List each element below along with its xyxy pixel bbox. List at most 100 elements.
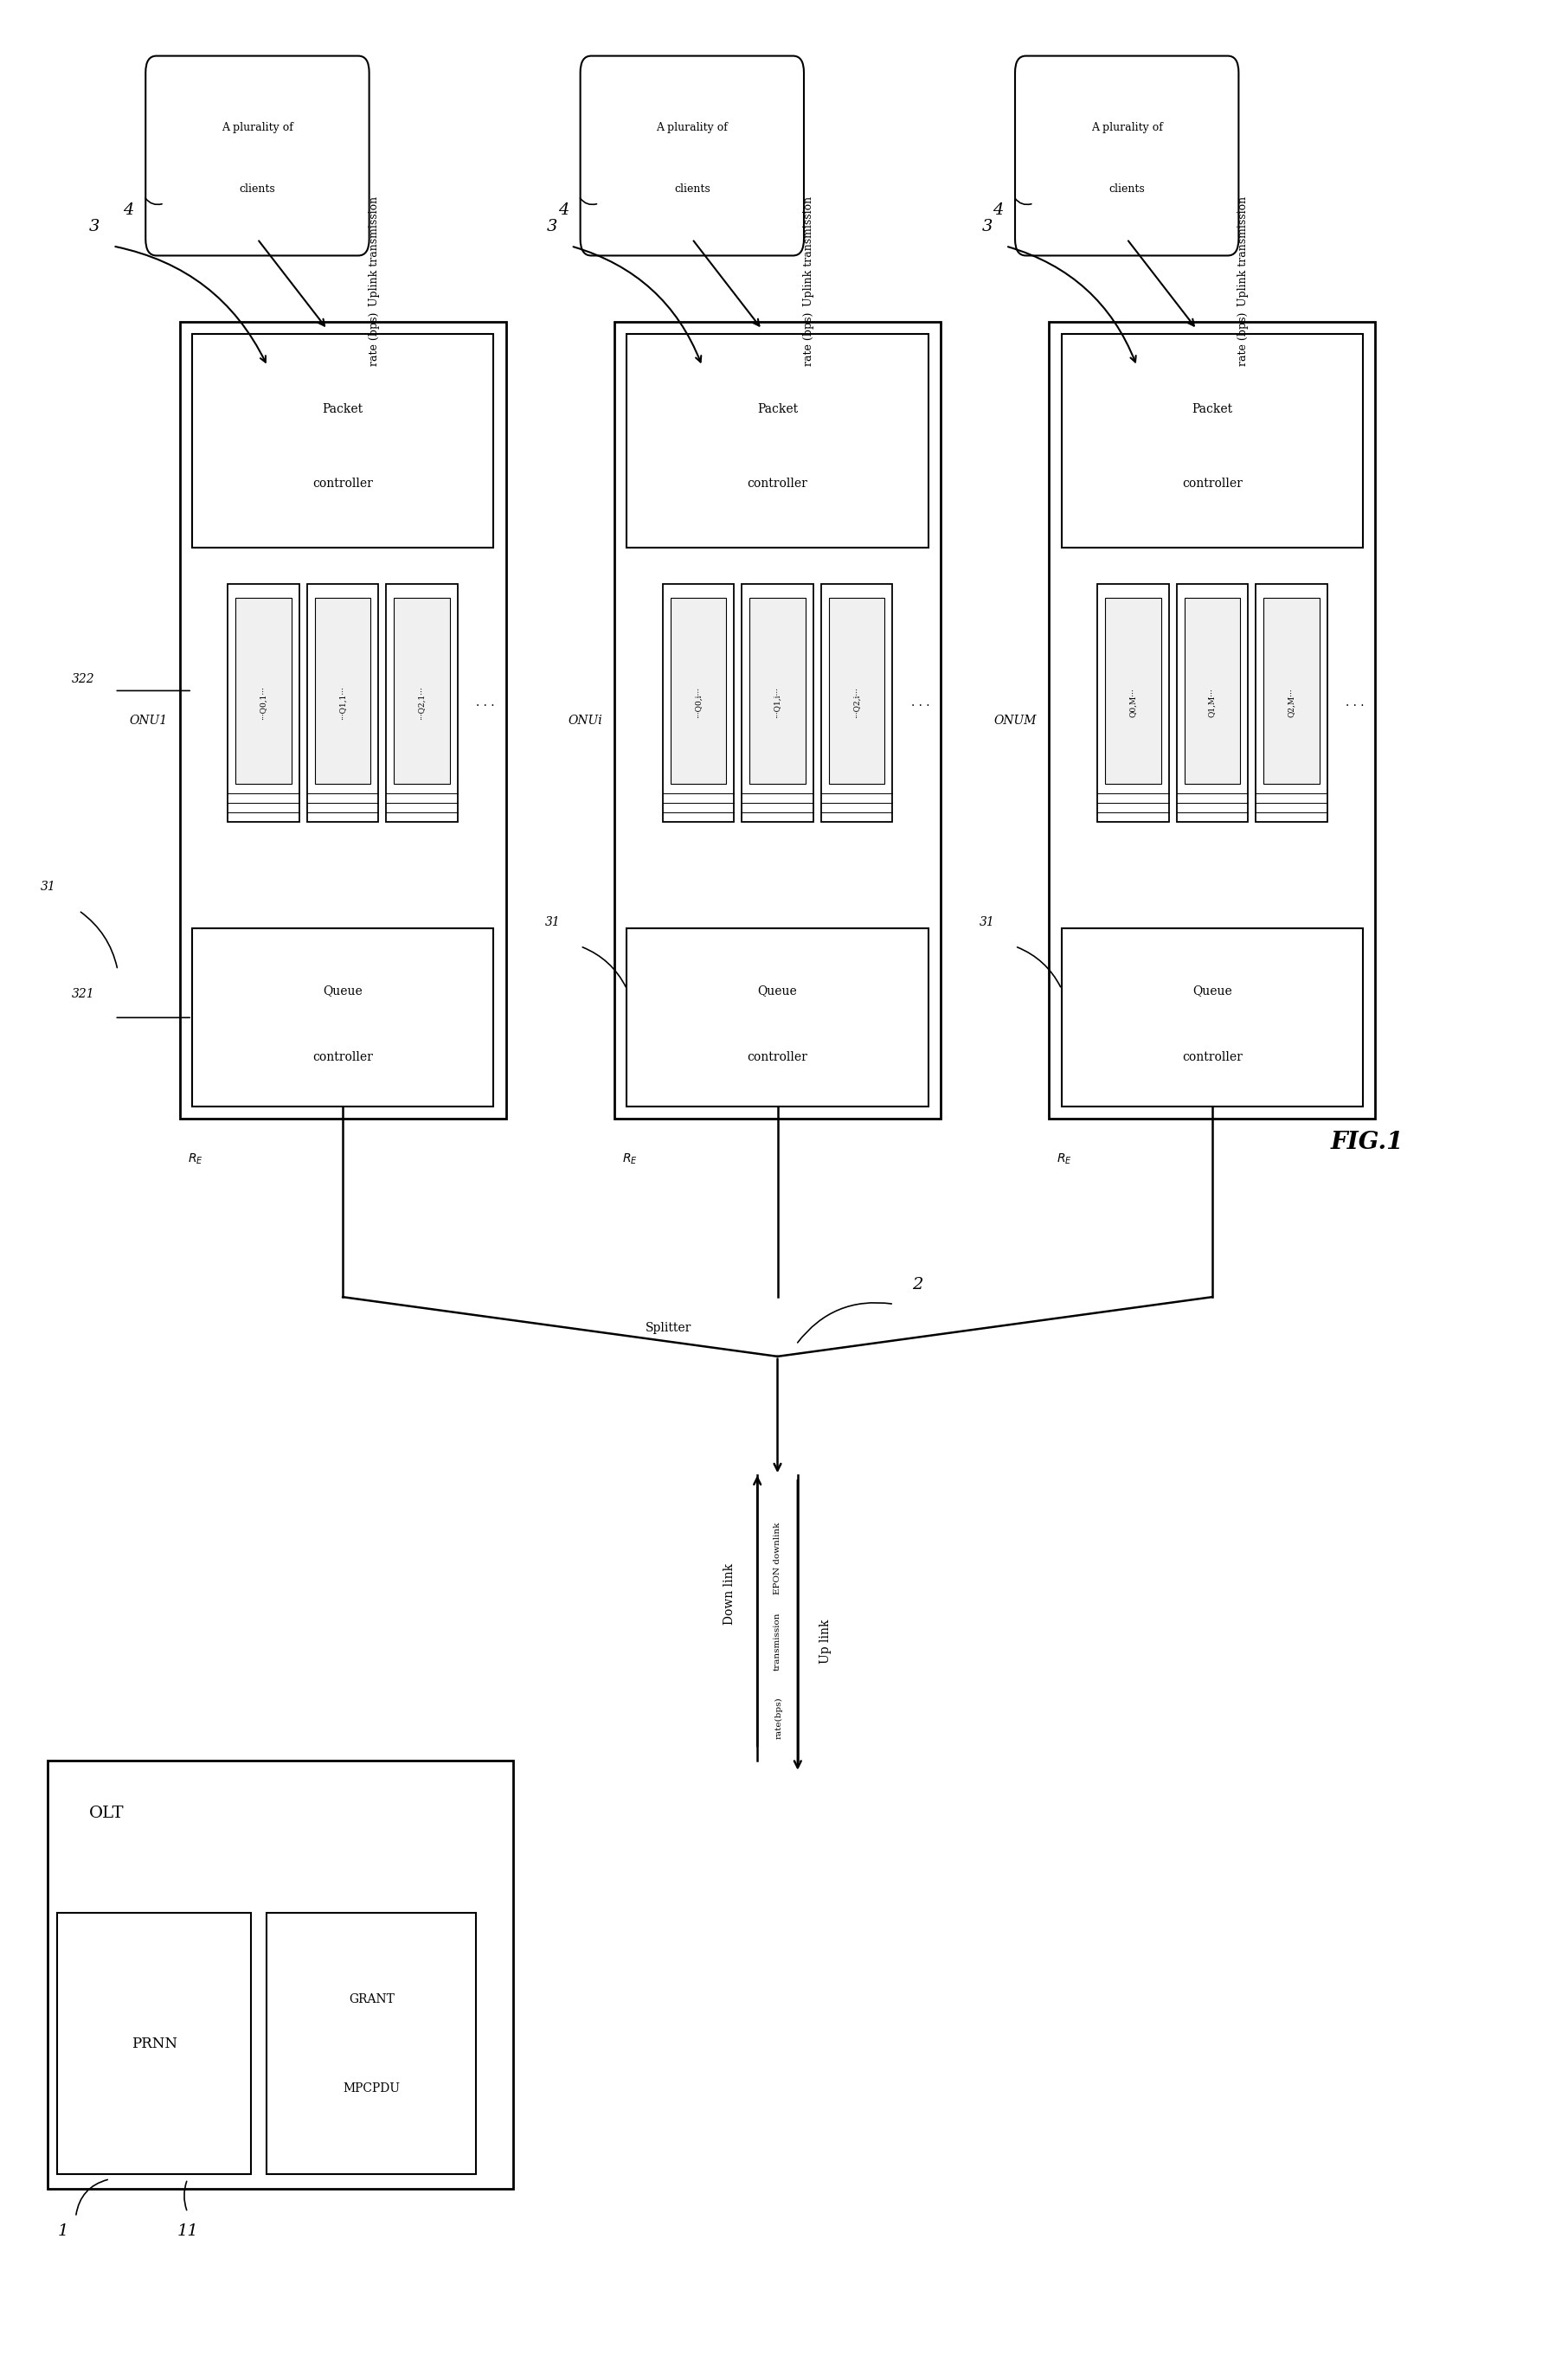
Bar [627, 928, 928, 1107]
Text: EPON downlink: EPON downlink [773, 1523, 782, 1595]
Text: . . .: . . . [1345, 697, 1364, 709]
Bar [58, 1914, 252, 2175]
Bar [662, 583, 734, 821]
Bar [1062, 333, 1362, 547]
Text: Queue: Queue [1193, 985, 1232, 997]
Bar [614, 321, 941, 1119]
Text: Q2,M···: Q2,M··· [1288, 688, 1295, 716]
Text: ONUM: ONUM [994, 714, 1037, 726]
Text: 31: 31 [544, 916, 560, 928]
Bar [1098, 583, 1169, 821]
Text: rate (bps): rate (bps) [1238, 312, 1249, 367]
Text: 4: 4 [558, 202, 569, 219]
Text: clients: clients [239, 183, 275, 195]
Text: Packet: Packet [1191, 402, 1233, 414]
Bar [1185, 597, 1241, 783]
Bar [1256, 583, 1326, 821]
Text: MPCPDU: MPCPDU [344, 2082, 400, 2094]
Text: $R_E$: $R_E$ [188, 1152, 202, 1166]
Text: controller: controller [1182, 1052, 1242, 1064]
Text: 322: 322 [72, 674, 95, 685]
Bar [306, 583, 378, 821]
Text: ···Q0,1···: ···Q0,1··· [260, 685, 267, 719]
FancyBboxPatch shape [1015, 55, 1239, 255]
Text: clients: clients [673, 183, 711, 195]
Text: ONU1: ONU1 [129, 714, 168, 726]
Bar [193, 333, 493, 547]
Bar [48, 1761, 513, 2190]
Text: Queue: Queue [757, 985, 798, 997]
Bar [386, 583, 457, 821]
Text: ···Q2,i···: ···Q2,i··· [852, 688, 860, 719]
FancyBboxPatch shape [146, 55, 369, 255]
Text: PRNN: PRNN [131, 2037, 177, 2052]
Text: Uplink transmission: Uplink transmission [1238, 195, 1249, 307]
Text: clients: clients [1109, 183, 1144, 195]
Bar [314, 597, 370, 783]
Bar [393, 597, 449, 783]
Text: 3: 3 [547, 219, 558, 236]
Text: transmission: transmission [773, 1614, 782, 1671]
Text: Uplink transmission: Uplink transmission [802, 195, 815, 307]
Bar [829, 597, 885, 783]
Bar [1062, 928, 1362, 1107]
Bar [236, 597, 291, 783]
Bar [1106, 597, 1162, 783]
Text: controller: controller [1182, 478, 1242, 490]
Bar [1177, 583, 1249, 821]
Text: Up link: Up link [819, 1618, 832, 1664]
Text: OLT: OLT [89, 1804, 124, 1821]
Text: 4: 4 [992, 202, 1003, 219]
Text: A plurality of: A plurality of [221, 121, 294, 133]
Text: 3: 3 [981, 219, 992, 236]
Text: . . .: . . . [911, 697, 930, 709]
Bar [670, 597, 726, 783]
Text: rate (bps): rate (bps) [369, 312, 379, 367]
Text: 2: 2 [911, 1278, 922, 1292]
Text: FIG.1: FIG.1 [1331, 1130, 1404, 1154]
Bar [1264, 597, 1319, 783]
Bar [821, 583, 893, 821]
Text: 321: 321 [72, 988, 95, 1000]
Text: GRANT: GRANT [348, 1992, 395, 2006]
Text: controller: controller [748, 478, 807, 490]
Text: Splitter: Splitter [645, 1321, 692, 1333]
Bar [180, 321, 505, 1119]
Bar [750, 597, 805, 783]
Text: 1: 1 [58, 2223, 68, 2240]
Text: 31: 31 [980, 916, 995, 928]
FancyBboxPatch shape [580, 55, 804, 255]
Text: ···Q0,i···: ···Q0,i··· [695, 688, 703, 719]
Text: $R_E$: $R_E$ [622, 1152, 638, 1166]
Text: Q1,M···: Q1,M··· [1208, 688, 1216, 716]
Text: controller: controller [313, 478, 373, 490]
Bar [193, 928, 493, 1107]
Text: Down link: Down link [723, 1564, 736, 1626]
Text: rate(bps): rate(bps) [774, 1697, 784, 1740]
Text: 4: 4 [123, 202, 134, 219]
Text: ···Q2,1···: ···Q2,1··· [418, 685, 426, 719]
Text: Packet: Packet [322, 402, 364, 414]
Bar [742, 583, 813, 821]
Text: rate (bps): rate (bps) [802, 312, 815, 367]
Text: Packet: Packet [757, 402, 798, 414]
Bar [1050, 321, 1375, 1119]
Bar [267, 1914, 476, 2175]
Text: Uplink transmission: Uplink transmission [369, 195, 379, 307]
Text: $R_E$: $R_E$ [1057, 1152, 1073, 1166]
Bar [627, 333, 928, 547]
Text: 11: 11 [177, 2223, 197, 2240]
Text: ···Q1,1···: ···Q1,1··· [339, 685, 347, 719]
Text: A plurality of: A plurality of [1092, 121, 1163, 133]
Text: . . .: . . . [476, 697, 494, 709]
Text: controller: controller [313, 1052, 373, 1064]
Text: A plurality of: A plurality of [656, 121, 728, 133]
Bar [229, 583, 299, 821]
Text: ONUi: ONUi [568, 714, 602, 726]
Text: Queue: Queue [323, 985, 362, 997]
Text: controller: controller [748, 1052, 807, 1064]
Text: Q0,M···: Q0,M··· [1129, 688, 1137, 716]
Text: ···Q1,i···: ···Q1,i··· [773, 688, 782, 719]
Text: 31: 31 [40, 881, 56, 892]
Text: 3: 3 [89, 219, 100, 236]
